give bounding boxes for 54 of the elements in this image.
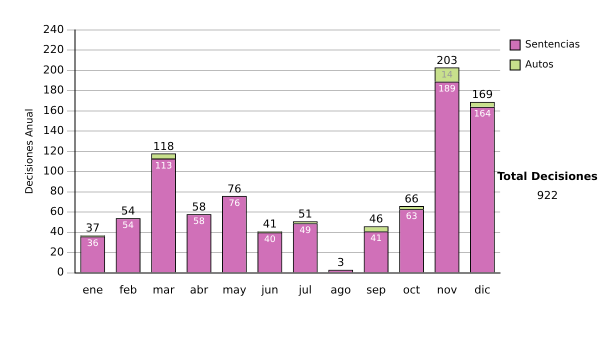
y-tick-label: 120 [42,144,64,158]
y-tick-label: 180 [42,84,64,97]
y-tick-label: 100 [42,164,64,178]
x-tick-label: mar [152,283,176,296]
data-label: 63 [406,212,418,222]
y-tick-label: 240 [42,22,64,36]
x-tick-label: oct [403,283,421,296]
legend-label: Sentencias [525,40,580,51]
x-tick-label: ago [330,283,352,296]
y-tick-label: 20 [50,245,64,258]
data-label: 164 [474,110,492,120]
x-tick-label: jul [298,283,312,296]
text: 922 [536,189,559,202]
total-label: 3 [337,256,344,270]
x-tick-label: abr [190,283,209,296]
total-label: 58 [192,200,206,214]
total-label: 203 [436,54,458,67]
total-label: 37 [86,222,100,235]
data-label: 40 [264,235,276,246]
y-tick-label: 60 [50,204,64,218]
y-axis-title: Decisiones Anual [24,108,36,194]
y-tick-label: 80 [50,184,64,198]
total-label: 66 [404,192,419,206]
data-label: 58 [193,216,205,227]
legend-label: Autos [525,60,554,71]
total-label: 54 [121,204,136,218]
x-tick-label: may [222,283,247,296]
x-tick-label: sep [366,283,386,296]
y-tick-label: 220 [42,43,64,56]
data-label: 113 [154,161,172,172]
annotation: Total Decisiones [496,170,599,183]
y-tick-label: 40 [50,225,64,238]
total-label: 76 [227,182,242,196]
total-label: 118 [153,140,174,153]
y-tick-label: 160 [42,104,64,117]
data-label: 36 [86,239,99,250]
data-label: 76 [228,198,240,209]
x-tick-label: feb [119,283,137,296]
total-label: 169 [472,88,493,102]
total-label: 51 [298,208,312,221]
x-tick-label: jun [260,283,278,296]
data-label: 54 [122,221,134,232]
data-label: 189 [438,84,456,94]
total-label: 46 [369,212,384,226]
x-tick-label: nov [436,283,458,296]
y-tick-label: 0 [56,266,64,279]
data-label: 14 [441,70,453,80]
y-tick-label: 200 [42,63,64,76]
x-tick-label: ene [82,283,104,296]
y-tick-label: 140 [42,124,64,138]
data-label: 49 [300,226,312,236]
data-label: 41 [370,234,382,244]
x-tick-label: dic [474,283,490,296]
total-label: 41 [262,218,277,231]
